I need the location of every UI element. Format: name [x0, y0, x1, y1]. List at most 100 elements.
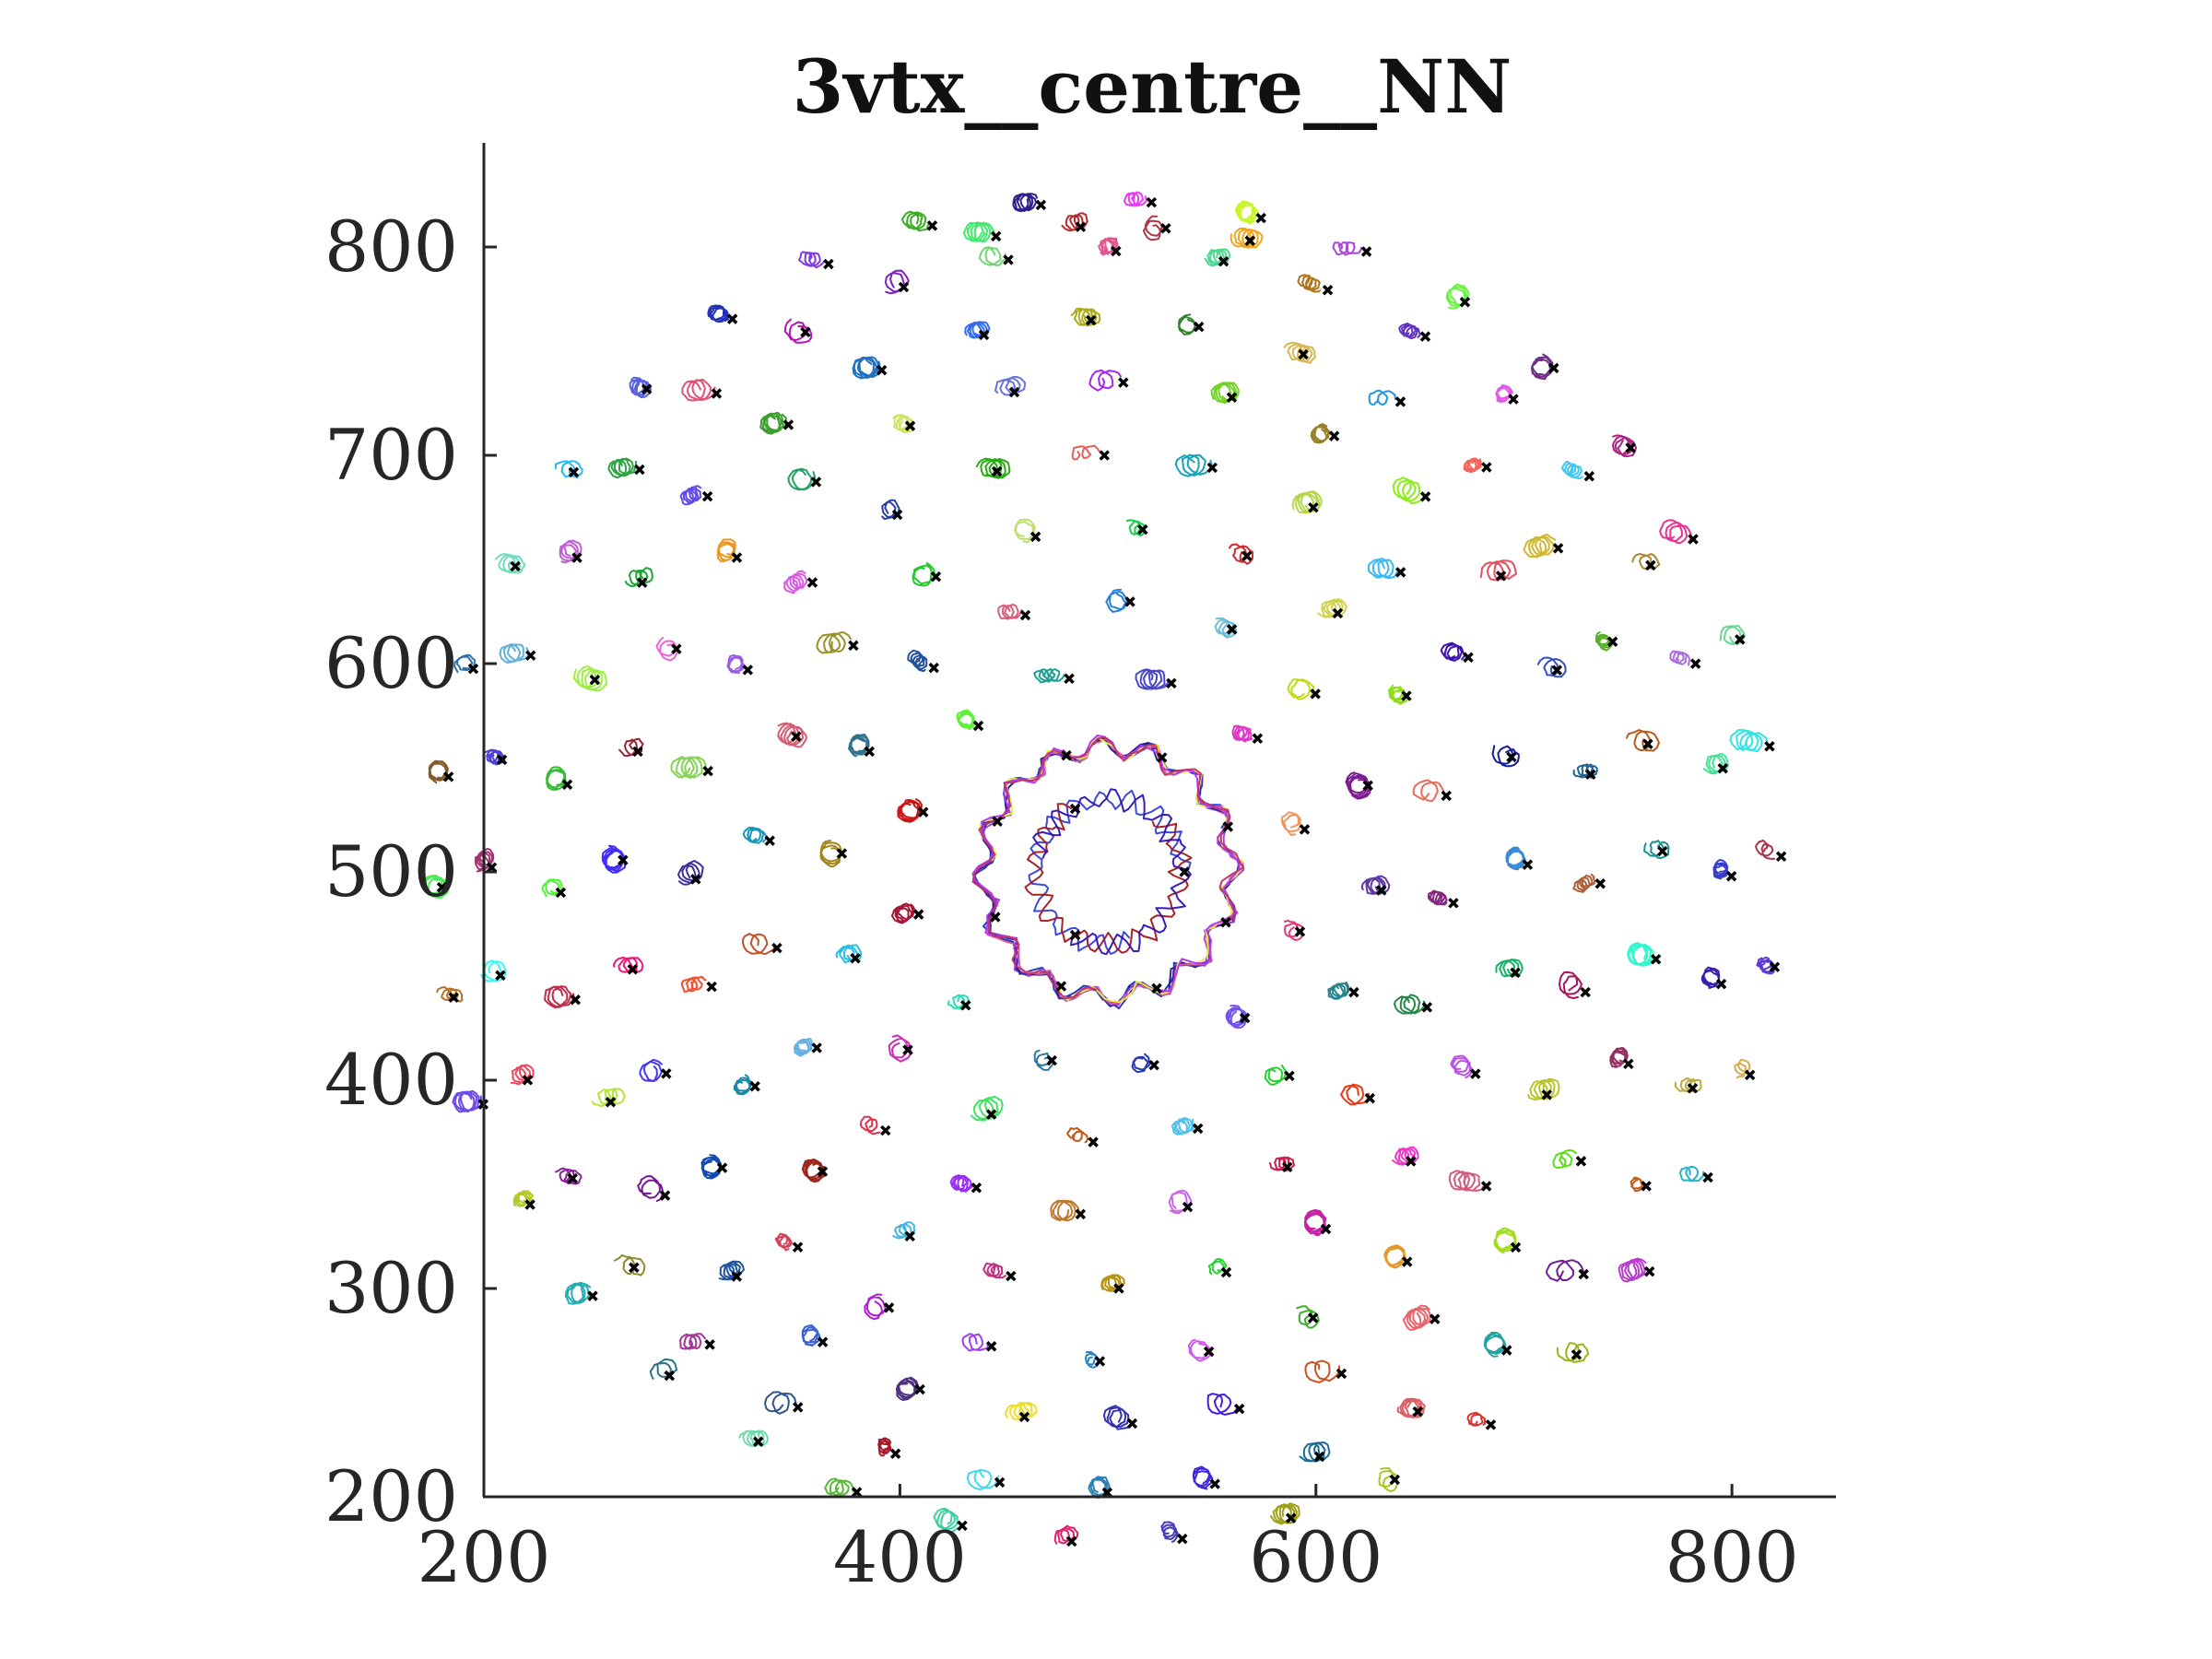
endpoint-marker	[1522, 859, 1534, 870]
endpoint-marker	[742, 665, 754, 676]
endpoint-marker	[1769, 961, 1781, 972]
trajectory	[1033, 667, 1065, 684]
endpoint-marker	[510, 560, 521, 572]
trajectory	[1552, 1148, 1577, 1169]
endpoint-marker	[978, 329, 990, 341]
endpoint-marker	[1725, 871, 1737, 882]
x-tick-label: 200	[417, 1516, 550, 1598]
endpoint-marker	[1075, 1208, 1087, 1220]
endpoint-marker	[1508, 394, 1519, 405]
endpoint-marker	[1255, 212, 1266, 224]
y-tick-label: 200	[324, 1455, 458, 1537]
trajectory	[510, 1064, 535, 1086]
trajectory	[1123, 191, 1148, 207]
trajectory	[947, 994, 971, 1010]
endpoint-marker	[1463, 652, 1474, 663]
trajectory	[1071, 444, 1100, 461]
endpoint-marker	[1151, 982, 1162, 994]
endpoint-marker	[1735, 634, 1746, 645]
trajectory	[1627, 942, 1656, 967]
trajectory	[1283, 341, 1316, 364]
endpoint-marker	[524, 1199, 535, 1210]
endpoint-marker	[880, 1124, 891, 1136]
endpoint-marker	[570, 994, 582, 1006]
endpoint-marker	[1687, 1083, 1699, 1094]
endpoint-marker	[1061, 749, 1072, 761]
trajectory	[639, 1058, 663, 1082]
endpoint-marker	[1101, 1487, 1113, 1499]
trajectory	[499, 643, 530, 664]
endpoint-marker	[1182, 1201, 1194, 1213]
trajectory	[1004, 1402, 1038, 1420]
trajectory	[1398, 322, 1421, 340]
endpoint-marker	[864, 746, 876, 758]
trajectory	[601, 844, 626, 874]
endpoint-marker	[1124, 596, 1135, 607]
trajectory	[677, 860, 704, 886]
endpoint-marker	[971, 1182, 982, 1194]
trajectory	[679, 485, 702, 506]
trajectory	[972, 749, 1245, 1006]
trajectory	[1142, 215, 1163, 241]
trajectory	[975, 457, 1011, 479]
trajectory	[1609, 1046, 1629, 1068]
endpoint-marker	[726, 313, 738, 324]
endpoint-marker	[1412, 1406, 1423, 1418]
endpoint-marker	[1148, 1059, 1159, 1071]
trajectory	[738, 1430, 769, 1448]
endpoint-marker	[1111, 245, 1122, 257]
endpoint-marker	[1222, 821, 1234, 832]
endpoint-marker	[1193, 321, 1205, 333]
trajectory	[1523, 533, 1557, 559]
endpoint-marker	[1580, 986, 1591, 998]
trajectory	[1088, 1476, 1111, 1500]
trajectory	[1264, 1065, 1287, 1086]
endpoint-marker	[1641, 1181, 1652, 1192]
trajectory	[1174, 453, 1213, 477]
trajectory	[1066, 1126, 1089, 1144]
endpoint-marker	[1099, 450, 1110, 461]
trajectory	[971, 1095, 1004, 1122]
endpoint-marker	[567, 1172, 578, 1184]
trajectory	[1231, 724, 1253, 743]
trajectory	[559, 539, 582, 564]
trajectory	[1050, 1199, 1080, 1222]
trajectory	[1630, 1176, 1645, 1193]
endpoint-marker	[522, 1075, 534, 1086]
trajectory	[979, 246, 1007, 266]
endpoint-marker	[1118, 377, 1129, 388]
trajectory	[1392, 1146, 1419, 1166]
endpoint-marker	[1069, 929, 1081, 941]
endpoint-marker	[659, 1190, 671, 1201]
endpoint-marker	[1362, 780, 1373, 792]
endpoint-marker	[1069, 803, 1081, 815]
trajectory	[783, 318, 813, 344]
trajectory	[726, 653, 746, 675]
endpoint-marker	[711, 388, 723, 399]
endpoint-marker	[1688, 534, 1699, 545]
endpoint-marker	[1506, 751, 1517, 763]
trajectory	[848, 734, 870, 758]
endpoint-marker	[1571, 1349, 1583, 1360]
endpoint-marker	[1299, 824, 1311, 835]
trajectory	[1412, 779, 1446, 803]
endpoint-marker	[1394, 396, 1406, 407]
endpoint-marker	[917, 806, 929, 818]
endpoint-marker	[442, 771, 454, 782]
trajectory	[1383, 1244, 1406, 1269]
endpoint-marker	[1702, 1171, 1713, 1183]
trajectory	[1643, 840, 1670, 860]
endpoint-marker	[1548, 362, 1559, 374]
endpoint-marker	[702, 765, 713, 777]
endpoint-marker	[1645, 559, 1656, 571]
trajectory	[1536, 656, 1567, 678]
trajectory	[1466, 1411, 1487, 1427]
endpoint-marker	[1430, 1313, 1441, 1324]
endpoint-marker	[1744, 1069, 1756, 1081]
trajectory	[1631, 553, 1661, 571]
trajectory	[573, 665, 607, 692]
trajectory	[1611, 434, 1638, 458]
endpoint-marker	[1146, 196, 1158, 208]
endpoint-marker	[791, 731, 802, 742]
endpoint-marker	[1775, 851, 1787, 862]
